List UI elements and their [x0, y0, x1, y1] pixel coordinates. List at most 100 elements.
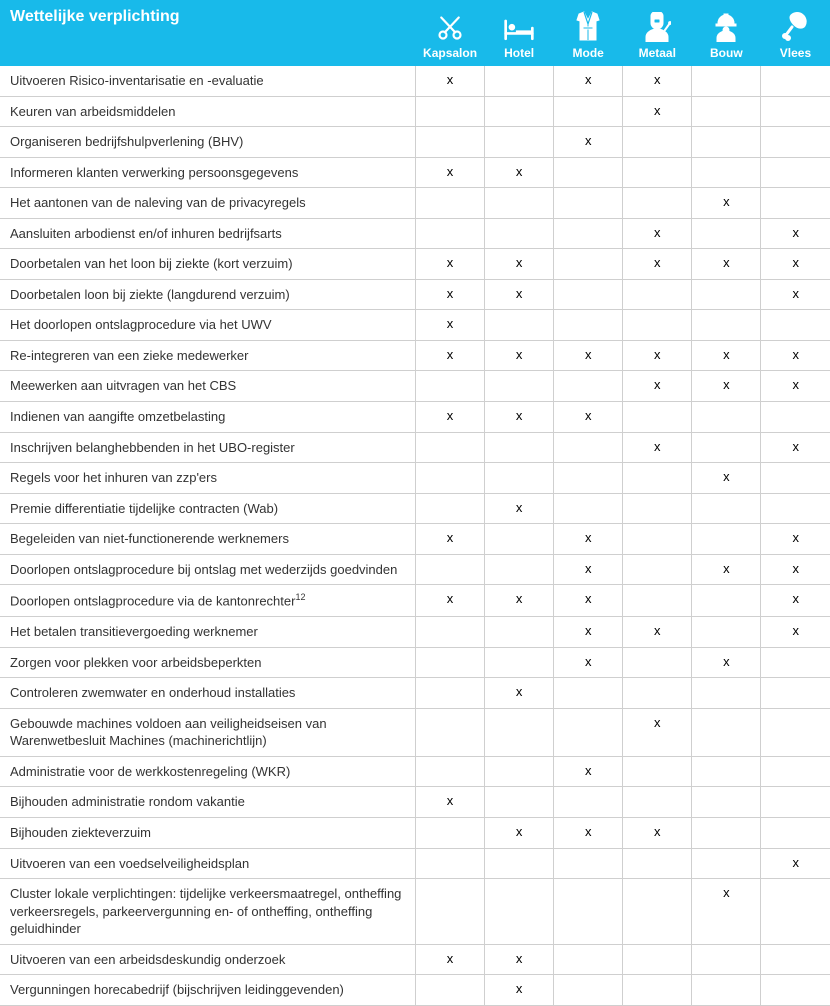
mark-cell-mode: x [554, 127, 623, 158]
mark-cell-vlees: x [761, 585, 830, 617]
bed-icon [489, 6, 550, 42]
mark-cell-kapsalon [416, 188, 485, 219]
mark-cell-hotel: x [485, 678, 554, 709]
mark-cell-bouw: x [692, 647, 761, 678]
mark-cell-mode: x [554, 647, 623, 678]
mark-cell-metaal: x [623, 249, 692, 280]
welder-icon [627, 6, 688, 42]
row-label: Het betalen transitievergoeding werkneme… [0, 617, 416, 648]
mark-cell-kapsalon [416, 879, 485, 945]
mark-cell-hotel: x [485, 585, 554, 617]
row-label: Informeren klanten verwerking persoonsge… [0, 157, 416, 188]
mark-cell-metaal [623, 127, 692, 158]
row-label: Meewerken aan uitvragen van het CBS [0, 371, 416, 402]
row-label: Regels voor het inhuren van zzp'ers [0, 463, 416, 494]
mark-cell-kapsalon [416, 371, 485, 402]
mark-cell-bouw [692, 524, 761, 555]
mark-cell-hotel [485, 96, 554, 127]
mark-cell-kapsalon: x [416, 310, 485, 341]
mark-cell-bouw: x [692, 371, 761, 402]
column-label: Kapsalon [420, 46, 481, 60]
mark-cell-bouw: x [692, 879, 761, 945]
mark-cell-metaal [623, 554, 692, 585]
mark-cell-kapsalon [416, 463, 485, 494]
mark-cell-bouw [692, 585, 761, 617]
mark-cell-kapsalon: x [416, 66, 485, 96]
mark-cell-hotel [485, 787, 554, 818]
column-label: Mode [558, 46, 619, 60]
mark-cell-hotel [485, 310, 554, 341]
mark-cell-vlees [761, 96, 830, 127]
mark-cell-mode [554, 848, 623, 879]
mark-cell-metaal [623, 756, 692, 787]
mark-cell-hotel [485, 66, 554, 96]
mark-cell-bouw [692, 944, 761, 975]
row-label: Doorlopen ontslagprocedure bij ontslag m… [0, 554, 416, 585]
scissors-icon [420, 6, 481, 42]
row-label: Doorbetalen van het loon bij ziekte (kor… [0, 249, 416, 280]
row-label: Cluster lokale verplichtingen: tijdelijk… [0, 879, 416, 945]
mark-cell-kapsalon: x [416, 157, 485, 188]
mark-cell-kapsalon: x [416, 944, 485, 975]
mark-cell-vlees: x [761, 218, 830, 249]
mark-cell-kapsalon: x [416, 249, 485, 280]
mark-cell-metaal [623, 848, 692, 879]
mark-cell-metaal: x [623, 617, 692, 648]
row-label: Uitvoeren Risico-inventarisatie en -eval… [0, 66, 416, 96]
mark-cell-kapsalon [416, 848, 485, 879]
mark-cell-hotel [485, 218, 554, 249]
mark-cell-mode [554, 493, 623, 524]
mark-cell-kapsalon [416, 432, 485, 463]
mark-cell-hotel: x [485, 340, 554, 371]
mark-cell-mode [554, 787, 623, 818]
mark-cell-metaal [623, 493, 692, 524]
row-label: Inschrijven belanghebbenden in het UBO-r… [0, 432, 416, 463]
mark-cell-metaal [623, 524, 692, 555]
mark-cell-hotel: x [485, 402, 554, 433]
table-row: Administratie voor de werkkostenregeling… [0, 756, 830, 787]
table-header-row: Wettelijke verplichting KapsalonHotelMod… [0, 0, 830, 66]
mark-cell-vlees: x [761, 279, 830, 310]
mark-cell-bouw [692, 279, 761, 310]
table-row: Inschrijven belanghebbenden in het UBO-r… [0, 432, 830, 463]
mark-cell-kapsalon [416, 493, 485, 524]
row-label: Het doorlopen ontslagprocedure via het U… [0, 310, 416, 341]
mark-cell-vlees: x [761, 432, 830, 463]
mark-cell-vlees [761, 975, 830, 1006]
mark-cell-kapsalon [416, 218, 485, 249]
hardhat-icon [696, 6, 757, 42]
mark-cell-hotel [485, 617, 554, 648]
mark-cell-mode [554, 218, 623, 249]
mark-cell-kapsalon: x [416, 402, 485, 433]
table-row: Doorlopen ontslagprocedure via de kanton… [0, 585, 830, 617]
mark-cell-mode: x [554, 554, 623, 585]
mark-cell-kapsalon [416, 127, 485, 158]
row-label: Doorbetalen loon bij ziekte (langdurend … [0, 279, 416, 310]
mark-cell-metaal [623, 879, 692, 945]
mark-cell-bouw [692, 818, 761, 849]
column-header-kapsalon: Kapsalon [416, 0, 485, 66]
mark-cell-mode [554, 371, 623, 402]
mark-cell-hotel [485, 524, 554, 555]
column-header-mode: Mode [554, 0, 623, 66]
mark-cell-vlees [761, 127, 830, 158]
mark-cell-bouw: x [692, 188, 761, 219]
mark-cell-vlees [761, 708, 830, 756]
mark-cell-metaal: x [623, 96, 692, 127]
table-row: Organiseren bedrijfshulpverlening (BHV)x [0, 127, 830, 158]
mark-cell-vlees [761, 647, 830, 678]
column-header-vlees: Vlees [761, 0, 830, 66]
mark-cell-metaal: x [623, 66, 692, 96]
table-row: Doorbetalen loon bij ziekte (langdurend … [0, 279, 830, 310]
mark-cell-hotel: x [485, 493, 554, 524]
column-header-bouw: Bouw [692, 0, 761, 66]
mark-cell-metaal [623, 188, 692, 219]
mark-cell-metaal [623, 310, 692, 341]
mark-cell-bouw [692, 787, 761, 818]
column-label: Bouw [696, 46, 757, 60]
row-label: Zorgen voor plekken voor arbeidsbeperkte… [0, 647, 416, 678]
table-row: Uitvoeren van een voedselveiligheidsplan… [0, 848, 830, 879]
mark-cell-vlees [761, 310, 830, 341]
table-row: Gebouwde machines voldoen aan veiligheid… [0, 708, 830, 756]
row-label: Gebouwde machines voldoen aan veiligheid… [0, 708, 416, 756]
